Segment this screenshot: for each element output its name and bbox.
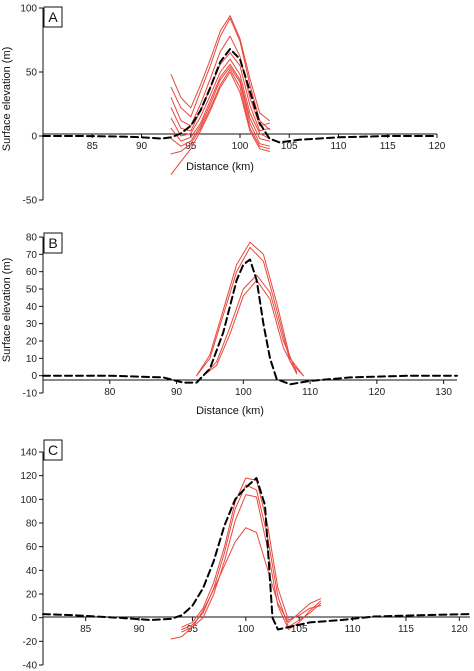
chart-panel-b: -10 0 10 20 30 40 50 60 70 80 80 90 100 110 120 130 Dist… bbox=[1, 232, 458, 417]
panel-label-a: A bbox=[48, 9, 58, 25]
y-axis-title-a: Surface elevation (m) bbox=[1, 47, 13, 152]
x-axis-title-a: Distance (km) bbox=[186, 161, 254, 173]
model-profile-line-a-9 bbox=[42, 48, 438, 144]
y-tick-label-b: 0 bbox=[31, 371, 37, 382]
x-tick-label-c: 85 bbox=[80, 624, 92, 635]
panel-label-b: B bbox=[48, 235, 57, 251]
x-tick-label-a: 115 bbox=[380, 141, 396, 152]
panel-label-box-c bbox=[43, 439, 63, 461]
x-tick-label-c: 110 bbox=[345, 624, 361, 635]
x-axis-title-b: Distance (km) bbox=[196, 405, 264, 417]
observed-profile-line-b-0 bbox=[196, 241, 304, 377]
y-tick-label-c: 80 bbox=[26, 519, 38, 530]
observed-profile-line-c-0 bbox=[181, 477, 322, 628]
observed-profile-line-c-3 bbox=[170, 527, 322, 640]
observed-profile-line-a-2 bbox=[170, 35, 270, 127]
y-tick-label-b: 70 bbox=[26, 250, 38, 261]
y-tick-label-a: -50 bbox=[23, 196, 38, 207]
y-tick-label-c: 60 bbox=[26, 542, 38, 553]
y-tick-label-c: 120 bbox=[20, 471, 37, 482]
model-profile-line-c-4 bbox=[42, 477, 471, 631]
observed-profile-line-a-5 bbox=[170, 63, 270, 142]
observed-profile-line-c-2 bbox=[181, 494, 322, 633]
observed-profile-line-b-3 bbox=[202, 279, 298, 377]
y-tick-label-c: -20 bbox=[23, 637, 38, 648]
x-tick-label-c: 105 bbox=[291, 624, 308, 635]
observed-profile-line-a-7 bbox=[170, 68, 270, 155]
panel-label-box-b bbox=[43, 232, 63, 254]
chart-panel-a: -50 0 50 100 85 90 95 100 105 110 115 120 Distance (… bbox=[1, 4, 446, 207]
y-tick-label-b: -10 bbox=[23, 389, 38, 400]
y-tick-label-b: 50 bbox=[26, 285, 38, 296]
x-tick-label-a: 110 bbox=[331, 141, 347, 152]
x-tick-label-c: 100 bbox=[237, 624, 254, 635]
x-tick-label-c: 95 bbox=[187, 624, 199, 635]
observed-profile-line-c-1 bbox=[181, 484, 322, 630]
x-tick-label-b: 110 bbox=[302, 387, 318, 398]
panel-label-c: C bbox=[48, 442, 58, 458]
x-tick-label-a: 85 bbox=[87, 141, 99, 152]
y-tick-label-b: 30 bbox=[26, 319, 38, 330]
x-tick-label-a: 95 bbox=[185, 141, 197, 152]
x-tick-label-b: 130 bbox=[435, 387, 452, 398]
y-tick-label-b: 20 bbox=[26, 337, 38, 348]
x-tick-label-a: 90 bbox=[136, 141, 148, 152]
x-tick-label-b: 80 bbox=[104, 387, 116, 398]
observed-profile-line-a-4 bbox=[170, 58, 270, 140]
y-tick-label-b: 80 bbox=[26, 233, 38, 244]
observed-profile-line-b-2 bbox=[202, 274, 298, 377]
model-profile-line-b-4 bbox=[42, 258, 458, 386]
y-tick-label-b: 60 bbox=[26, 267, 38, 278]
panel-label-box-a bbox=[43, 6, 63, 28]
x-tick-label-c: 90 bbox=[134, 624, 146, 635]
chart-panel-c: -40 -20 0 20 40 60 80 100 120 140 85 90 95 100 105 110 1… bbox=[20, 439, 471, 671]
x-tick-label-b: 100 bbox=[235, 387, 252, 398]
x-tick-label-c: 120 bbox=[451, 624, 468, 635]
x-tick-label-a: 120 bbox=[429, 141, 446, 152]
y-tick-label-c: 140 bbox=[20, 448, 37, 459]
y-tick-label-c: 20 bbox=[26, 590, 38, 601]
y-tick-label-a: 100 bbox=[20, 4, 37, 15]
y-tick-label-b: 10 bbox=[26, 354, 38, 365]
x-tick-label-c: 115 bbox=[398, 624, 414, 635]
y-tick-label-b: 40 bbox=[26, 302, 38, 313]
y-tick-label-a: 0 bbox=[31, 132, 37, 143]
observed-profile-line-a-6 bbox=[170, 66, 270, 147]
x-tick-label-a: 105 bbox=[281, 141, 298, 152]
observed-profile-line-a-1 bbox=[170, 17, 270, 131]
x-tick-label-b: 120 bbox=[369, 387, 386, 398]
y-tick-label-c: 100 bbox=[20, 495, 37, 506]
y-tick-label-c: -40 bbox=[23, 661, 38, 671]
x-tick-label-a: 100 bbox=[232, 141, 249, 152]
y-axis-title-b: Surface elevation (m) bbox=[1, 258, 13, 363]
observed-profile-line-b-1 bbox=[196, 246, 304, 377]
observed-profile-line-a-8 bbox=[170, 71, 270, 175]
x-tick-label-b: 90 bbox=[171, 387, 183, 398]
y-tick-label-a: 50 bbox=[26, 68, 38, 79]
observed-profile-line-a-0 bbox=[170, 15, 270, 122]
observed-profile-line-a-3 bbox=[170, 52, 270, 132]
y-tick-label-c: 40 bbox=[26, 566, 38, 577]
y-tick-label-c: 0 bbox=[31, 613, 37, 624]
